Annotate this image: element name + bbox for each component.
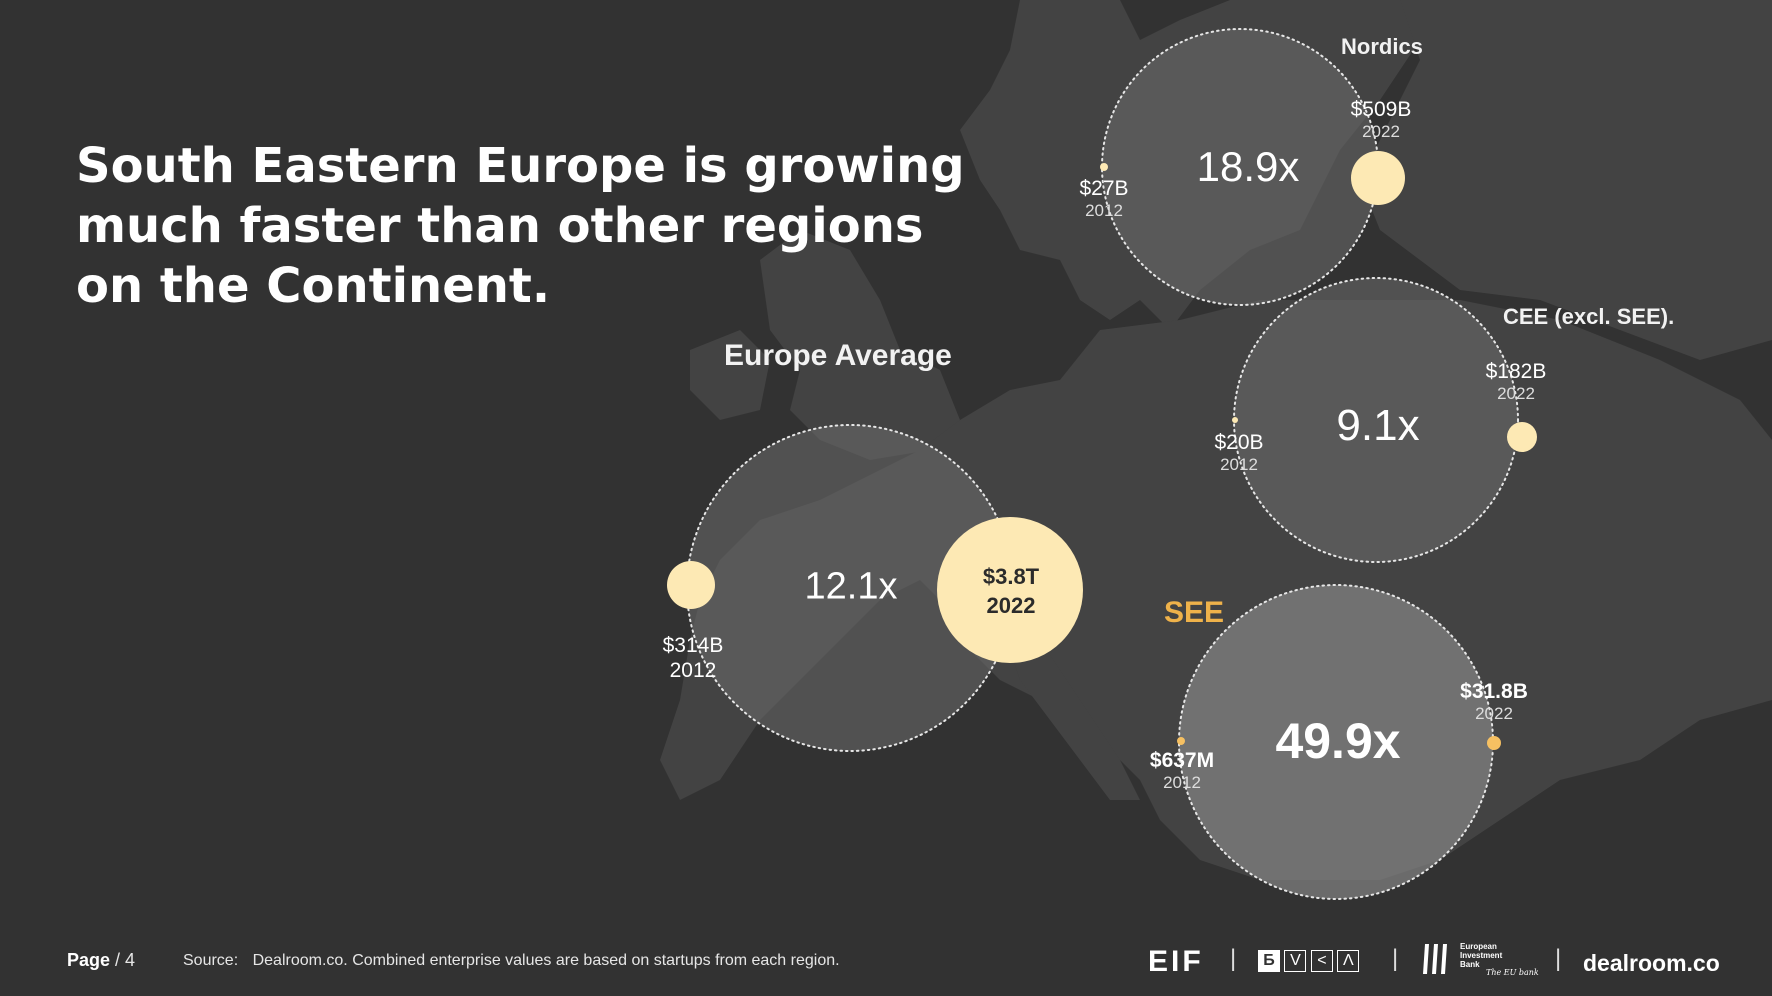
eib-mark-icon [1423,944,1447,974]
headline-line-3: on the Continent. [76,258,551,314]
europe-label: Europe Average [724,339,952,372]
europe-end-bubble [937,517,1083,663]
see-label: SEE [1164,596,1225,629]
see-start-year: 2012 [1163,773,1201,793]
dealroom-logo: dealroom.co [1583,950,1720,976]
headline-line-2: much faster than other regions [76,198,924,254]
nordics-end-bubble [1351,151,1405,205]
europe-start-year: 2012 [669,659,717,683]
page-number: / 4 [115,950,136,970]
nordics-end-value: $509B 2022 [1351,97,1412,143]
logo-separator-1: | [1230,945,1237,972]
eib-name-2: Investment [1460,951,1503,960]
eif-logo: EIF [1148,945,1204,978]
see-start-dot [1177,737,1185,745]
source-label: Source: [183,952,239,969]
see-start-value: $637M 2012 [1150,748,1214,794]
cee-end-value: $182B 2022 [1486,359,1547,405]
page-label: Page [67,950,111,970]
eib-name-1: European [1460,942,1497,951]
headline-line-1: South Eastern Europe is growing [76,138,965,194]
cee-start-dot [1232,417,1238,423]
source-text: Dealroom.co. Combined enterprise values … [252,952,840,969]
cee-end-amount: $182B [1485,360,1547,383]
europe-ratio: 12.1x [804,565,898,608]
bvca-letter-4: Λ [1337,950,1360,972]
nordics-label: Nordics [1341,34,1423,59]
eib-name-3: Bank [1460,960,1480,969]
nordics-start-value: $27B 2012 [1079,176,1128,222]
land-uk [760,230,960,460]
cee-label: CEE (excl. SEE). [1503,304,1675,329]
cee-start-amount: $20B [1214,431,1264,454]
nordics-end-amount: $509B [1350,98,1412,121]
logo-separator-3: | [1555,945,1562,972]
nordics-end-year: 2022 [1362,122,1400,142]
eib-tagline: The EU bank [1486,968,1539,977]
see-end-amount: $31.8B [1460,680,1528,703]
see-end-value: $31.8B 2022 [1460,679,1528,725]
bvca-logo: Б V < Λ [1258,950,1360,972]
page-headline: South Eastern Europe is growing much fas… [76,136,965,316]
land-ireland [690,330,770,420]
nordics-start-amount: $27B [1079,177,1129,200]
land-italy [1000,620,1140,800]
see-end-bubble [1487,736,1501,750]
nordics-ratio: 18.9x [1196,143,1300,190]
cee-end-year: 2022 [1497,384,1535,404]
see-end-year: 2022 [1475,704,1513,724]
source-note: Source: Dealroom.co. Combined enterprise… [183,952,840,970]
europe-start-bubble [667,561,715,609]
europe-end-amount: $3.8T [982,564,1040,589]
cee-end-bubble [1507,422,1537,452]
land-northeast [1360,0,1772,360]
nordics-start-dot [1100,163,1108,171]
europe-start-value: $314B 2012 [663,633,724,683]
logo-separator-2: | [1392,945,1399,972]
see-ratio: 49.9x [1275,713,1401,769]
bvca-letter-3: < [1310,950,1333,972]
nordics-start-year: 2012 [1085,201,1123,221]
europe-end-value: $3.8T 2022 [983,562,1039,620]
page-indicator: Page / 4 [67,950,135,971]
europe-start-amount: $314B [662,634,724,657]
bvca-letter-2: V [1284,950,1307,972]
bvca-letter-1: Б [1258,950,1280,972]
cee-start-value: $20B 2012 [1214,430,1263,476]
cee-start-year: 2012 [1220,455,1258,475]
cee-ratio: 9.1x [1336,401,1420,450]
europe-end-year: 2022 [986,593,1036,618]
see-start-amount: $637M [1149,749,1215,772]
